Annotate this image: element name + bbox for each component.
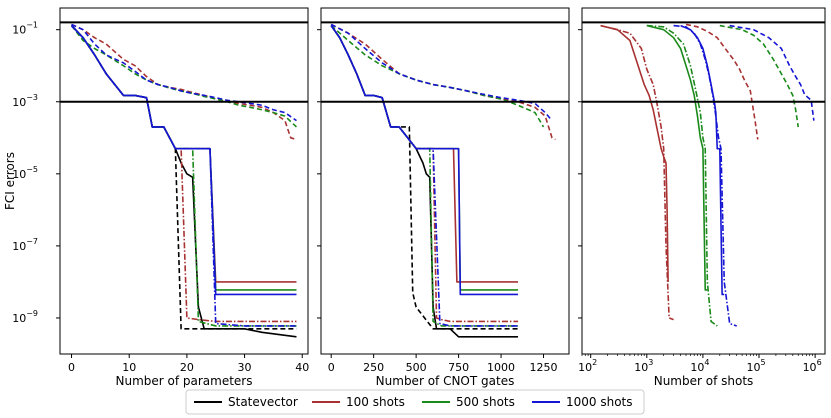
series-line-500-shots-dashed (330, 24, 545, 128)
series-line-100-shots-variant (70, 25, 297, 323)
legend-label: Statevector (228, 395, 298, 409)
x-tick-label: 102 (578, 358, 597, 374)
series-lines (330, 23, 556, 338)
series-line-500-shots-dashed (719, 24, 800, 128)
series-line-statevector-variant (330, 25, 519, 330)
x-tick-label: 0 (68, 361, 75, 374)
panel-cnot: 0 250 500 750 1000 1250 Number of CNOT gates (317, 7, 570, 388)
axes-frame (59, 7, 309, 355)
series-line-1000-shots-adapt (330, 25, 519, 296)
series-line-500-shots-adapt (70, 25, 297, 291)
legend: Statevector 100 shots 500 shots 1000 shots (185, 389, 645, 415)
x-tick-label: 30 (238, 361, 252, 374)
x-tick-label: 0 (328, 361, 335, 374)
x-tick-label: 40 (295, 361, 309, 374)
panel-shots: 102 103 104 105 106 Number of shots (578, 7, 826, 388)
series-line-100-shots-variant (330, 25, 519, 323)
legend-box (185, 389, 645, 415)
legend-entry: 500 shots (422, 395, 515, 409)
series-line-1000-shots-dashed (71, 23, 297, 122)
series-line-statevector-variant (70, 25, 297, 330)
series-line-1000-shots-variant (330, 25, 519, 327)
series-line-100-shots-variant (600, 24, 674, 321)
x-tick-label: 105 (746, 358, 765, 374)
series-line-100-shots-adapt (600, 24, 669, 282)
x-tick-label: 10 (122, 361, 136, 374)
x-tick-label: 20 (180, 361, 194, 374)
x-tick-label: 103 (634, 358, 653, 374)
y-tick-label: 10−3 (12, 93, 38, 109)
series-line-1000-shots-variant (70, 25, 297, 327)
x-tick-label: 106 (803, 358, 822, 374)
series-line-100-shots-dashed (330, 23, 556, 141)
x-tick-label: 750 (448, 361, 469, 374)
x-tick-label: 250 (363, 361, 384, 374)
series-line-500-shots-adapt (330, 25, 519, 291)
axes-frame (581, 7, 826, 355)
legend-entry: Statevector (194, 395, 298, 409)
y-tick-label: 10−7 (12, 237, 38, 253)
y-tick-label: 10−5 (12, 165, 38, 181)
y-axis-label: FCI errors (3, 152, 17, 210)
series-line-1000-shots-dashed (729, 24, 815, 121)
x-tick-label: 500 (406, 361, 427, 374)
panel-parameters: 10−1 10−3 10−5 10−7 10−9 0 10 20 30 40 Number of p… (12, 7, 309, 388)
series-line-500-shots-dashed (70, 25, 298, 128)
legend-label: 1000 shots (566, 395, 633, 409)
y-tick-label: 10−9 (12, 309, 38, 325)
series-lines (600, 23, 815, 327)
x-tick-label: 1250 (530, 361, 558, 374)
series-line-500-shots-variant (70, 25, 297, 327)
series-line-500-shots-adapt (646, 24, 708, 291)
series-line-500-shots-variant (330, 25, 519, 327)
x-axis-label: Number of shots (654, 374, 754, 388)
x-tick-label: 1000 (487, 361, 515, 374)
series-line-100-shots-dashed (685, 23, 759, 140)
legend-label: 100 shots (346, 395, 405, 409)
x-axis-label: Number of CNOT gates (376, 374, 515, 388)
series-line-100-shots-adapt (330, 25, 519, 283)
axes-frame (320, 7, 570, 355)
legend-entry: 1000 shots (532, 395, 633, 409)
series-lines (70, 23, 298, 338)
y-tick-label: 10−1 (12, 21, 38, 37)
legend-label: 500 shots (456, 395, 515, 409)
series-line-100-shots-dashed (71, 23, 297, 141)
x-axis-label: Number of parameters (115, 374, 252, 388)
x-tick-label: 104 (690, 358, 709, 374)
legend-entry: 100 shots (312, 395, 405, 409)
series-line-500-shots-variant (646, 24, 718, 327)
